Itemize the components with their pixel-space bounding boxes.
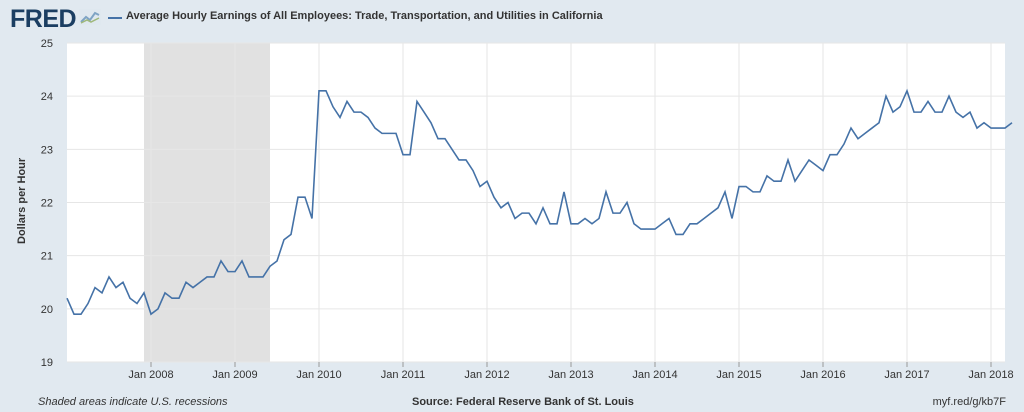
x-tick-label: Jan 2015 — [716, 369, 761, 381]
x-tick-label: Jan 2011 — [381, 369, 425, 381]
x-tick-labels: Jan 2008 Jan 2009 Jan 2010 Jan 2011 Jan 2012… — [128, 369, 1013, 381]
y-tick-label: 19 — [41, 357, 53, 369]
legend-line-swatch — [108, 17, 122, 19]
y-tick-label: 24 — [41, 91, 53, 103]
y-tick-label: 22 — [41, 198, 53, 210]
x-tick-label: Jan 2008 — [128, 369, 173, 381]
y-tick-label: 25 — [41, 38, 53, 50]
x-tick-label: Jan 2014 — [632, 369, 677, 381]
y-tick-label: 20 — [41, 304, 53, 316]
y-tick-label: 23 — [41, 144, 53, 156]
x-tick-label: Jan 2013 — [548, 369, 593, 381]
x-tick-label: Jan 2009 — [212, 369, 257, 381]
y-tick-labels: 19 20 21 22 23 24 25 — [41, 38, 53, 369]
x-tick-label: Jan 2016 — [800, 369, 845, 381]
grid-layer — [67, 42, 1005, 367]
x-tick-label: Jan 2018 — [968, 369, 1013, 381]
x-tick-label: Jan 2012 — [464, 369, 509, 381]
legend-label: Average Hourly Earnings of All Employees… — [126, 10, 603, 22]
chart-header: FRED Average Hourly Earnings of All Empl… — [0, 0, 1024, 36]
x-tick-label: Jan 2017 — [884, 369, 929, 381]
fred-logo[interactable]: FRED — [10, 5, 77, 33]
source-text: Source: Federal Reserve Bank of St. Loui… — [412, 396, 634, 408]
x-tick-label: Jan 2010 — [296, 369, 341, 381]
recession-note: Shaded areas indicate U.S. recessions — [38, 396, 228, 408]
short-url-link[interactable]: myf.red/g/kb7F — [932, 396, 1006, 408]
y-axis-label: Dollars per Hour — [16, 157, 28, 244]
y-tick-label: 21 — [41, 251, 53, 263]
series-line — [66, 88, 1013, 316]
fred-logo-chart-icon — [79, 9, 101, 25]
